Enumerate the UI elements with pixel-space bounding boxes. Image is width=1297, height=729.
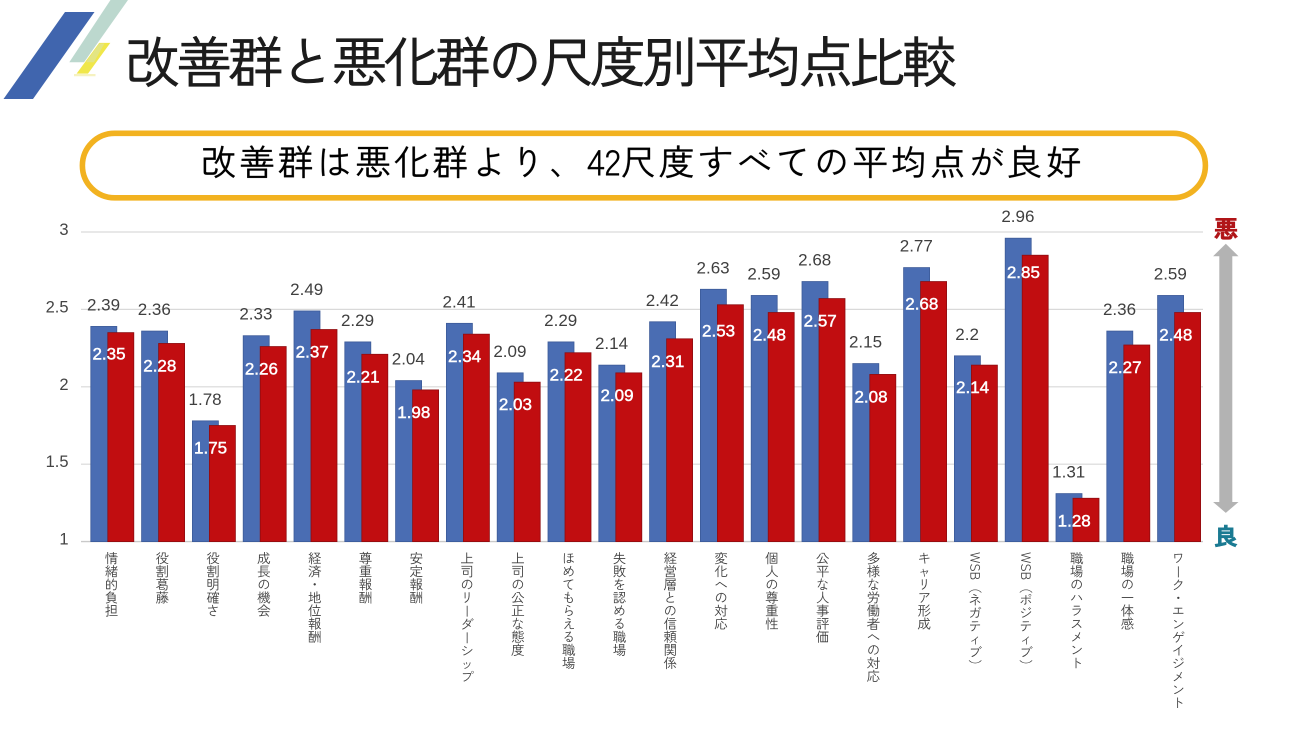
svg-text:2.15: 2.15	[849, 333, 882, 352]
svg-text:1.78: 1.78	[189, 390, 222, 409]
svg-text:2: 2	[59, 376, 68, 394]
svg-text:2.96: 2.96	[1001, 207, 1034, 226]
svg-text:3: 3	[59, 221, 68, 239]
svg-text:1: 1	[59, 531, 68, 549]
svg-text:2.53: 2.53	[702, 321, 735, 340]
svg-text:2.37: 2.37	[296, 343, 329, 362]
svg-text:2.2: 2.2	[955, 325, 979, 344]
svg-text:2.29: 2.29	[341, 311, 374, 330]
svg-text:2.59: 2.59	[1154, 265, 1187, 284]
svg-text:2.41: 2.41	[443, 292, 476, 311]
svg-text:1.98: 1.98	[397, 403, 430, 422]
svg-text:2.42: 2.42	[646, 291, 679, 310]
svg-text:1.5: 1.5	[46, 453, 69, 471]
svg-text:2.29: 2.29	[544, 311, 577, 330]
svg-text:2.08: 2.08	[854, 387, 887, 406]
svg-text:2.48: 2.48	[1159, 326, 1192, 345]
svg-text:2.59: 2.59	[747, 265, 780, 284]
svg-text:2.68: 2.68	[905, 295, 938, 314]
svg-text:2.22: 2.22	[550, 366, 583, 385]
svg-text:2.28: 2.28	[143, 357, 176, 376]
svg-text:2.48: 2.48	[753, 326, 786, 345]
svg-text:1.31: 1.31	[1052, 463, 1085, 482]
svg-text:2.39: 2.39	[87, 295, 120, 314]
svg-text:1.28: 1.28	[1058, 511, 1091, 530]
svg-text:2.57: 2.57	[804, 312, 837, 331]
svg-text:2.35: 2.35	[92, 344, 125, 363]
svg-text:2.04: 2.04	[392, 350, 425, 369]
svg-text:2.26: 2.26	[245, 360, 278, 379]
svg-text:1.75: 1.75	[194, 439, 227, 458]
svg-text:2.14: 2.14	[595, 334, 628, 353]
svg-text:2.14: 2.14	[956, 378, 989, 397]
svg-text:2.31: 2.31	[651, 352, 684, 371]
svg-text:2.85: 2.85	[1007, 263, 1040, 282]
svg-text:2.34: 2.34	[448, 347, 481, 366]
svg-text:2.5: 2.5	[46, 298, 69, 316]
svg-text:2.09: 2.09	[493, 342, 526, 361]
svg-text:2.63: 2.63	[697, 258, 730, 277]
svg-text:2.03: 2.03	[499, 395, 532, 414]
svg-text:2.27: 2.27	[1108, 358, 1141, 377]
svg-text:2.09: 2.09	[600, 386, 633, 405]
svg-text:2.36: 2.36	[138, 300, 171, 319]
svg-text:2.21: 2.21	[346, 367, 379, 386]
svg-text:2.68: 2.68	[798, 251, 831, 270]
svg-text:2.33: 2.33	[239, 305, 272, 324]
svg-text:2.77: 2.77	[900, 237, 933, 256]
svg-text:2.36: 2.36	[1103, 300, 1136, 319]
svg-text:2.49: 2.49	[290, 280, 323, 299]
